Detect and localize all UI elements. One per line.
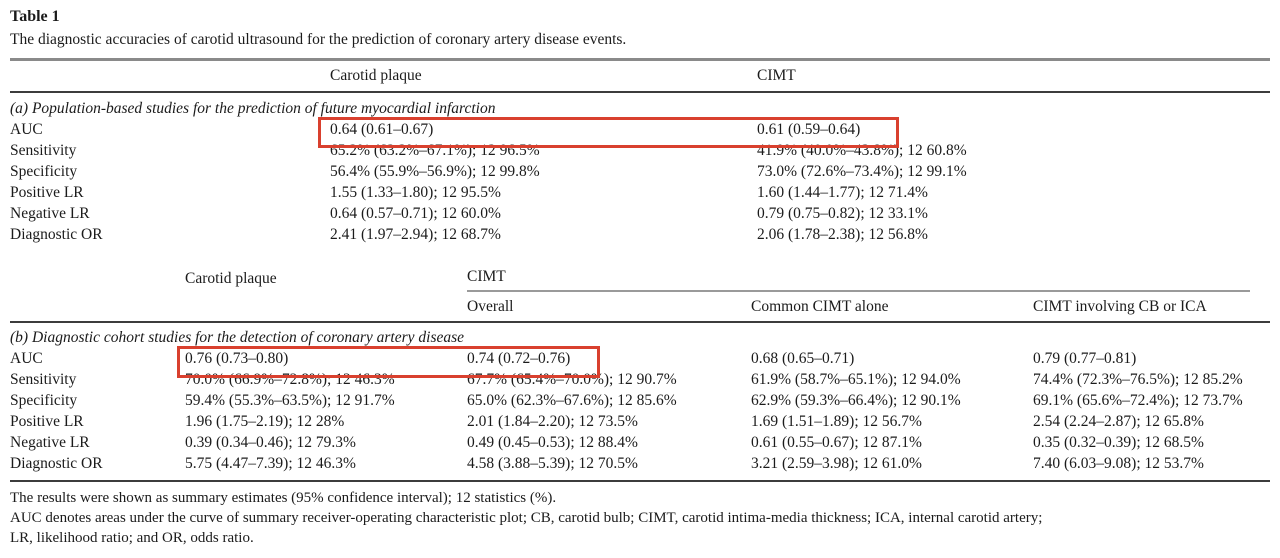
table-footnotes: The results were shown as summary estima… — [10, 488, 1270, 548]
table-cell: 0.74 (0.72–0.76) — [467, 350, 571, 367]
footnote-line: LR, likelihood ratio; and OR, odds ratio… — [10, 530, 254, 546]
table-cell: 0.64 (0.61–0.67) — [330, 121, 434, 138]
row-label: Diagnostic OR — [10, 455, 103, 472]
table-caption: The diagnostic accuracies of carotid ult… — [10, 31, 627, 48]
table-cell: 0.61 (0.59–0.64) — [757, 121, 861, 138]
sub-header-common-cimt-alone: Common CIMT alone — [751, 297, 889, 315]
sub-header-cimt-cb-or-ica: CIMT involving CB or ICA — [1033, 297, 1207, 315]
table-cell: 0.79 (0.75–0.82); 12 33.1% — [757, 205, 928, 222]
table-cell: 7.40 (6.03–9.08); 12 53.7% — [1033, 455, 1204, 472]
row-label: AUC — [10, 350, 43, 367]
table-b-body-wrap: (b) Diagnostic cohort studies for the de… — [10, 323, 1270, 482]
table-row: Sensitivity 70.0% (66.9%–72.8%); 12 46.3%… — [10, 369, 1270, 390]
table-cell: 0.35 (0.32–0.39); 12 68.5% — [1033, 434, 1204, 451]
table-a-header-row: Carotid plaque CIMT — [10, 61, 1270, 93]
table-cell: 0.39 (0.34–0.46); 12 79.3% — [185, 434, 356, 451]
table-a-body: AUC 0.64 (0.61–0.67) 0.61 (0.59–0.64) Sensi… — [10, 119, 1270, 245]
table-cell: 62.9% (59.3%–66.4%); 12 90.1% — [751, 392, 961, 409]
table-cell: 41.9% (40.0%–43.8%); 12 60.8% — [757, 142, 967, 159]
col-header-carotid-plaque: Carotid plaque — [330, 67, 422, 84]
table-cell: 67.7% (65.4%–70.0%); 12 90.7% — [467, 371, 677, 388]
table-cell: 1.96 (1.75–2.19); 12 28% — [185, 413, 345, 430]
table-cell: 0.68 (0.65–0.71) — [751, 350, 855, 367]
section-a-label: (a) Population-based studies for the pre… — [10, 100, 496, 117]
table-cell: 65.2% (63.2%–67.1%); 12 96.5% — [330, 142, 540, 159]
table-cell: 2.54 (2.24–2.87); 12 65.8% — [1033, 413, 1204, 430]
row-label: Positive LR — [10, 413, 84, 430]
table-row: Negative LR 0.39 (0.34–0.46); 12 79.3% 0.4… — [10, 432, 1270, 453]
row-label: Negative LR — [10, 434, 90, 451]
table-row: Specificity 59.4% (55.3%–63.5%); 12 91.7%… — [10, 390, 1270, 411]
table-cell: 74.4% (72.3%–76.5%); 12 85.2% — [1033, 371, 1243, 388]
table-row: Positive LR 1.96 (1.75–2.19); 12 28% 2.01 … — [10, 411, 1270, 432]
table-row: Negative LR 0.64 (0.57–0.71); 12 60.0% 0.7… — [10, 203, 1270, 224]
table-row: AUC 0.64 (0.61–0.67) 0.61 (0.59–0.64) — [10, 119, 1270, 140]
table-cell: 2.41 (1.97–2.94); 12 68.7% — [330, 226, 501, 243]
table-cell: 70.0% (66.9%–72.8%); 12 46.3% — [185, 371, 395, 388]
row-label: Diagnostic OR — [10, 226, 103, 243]
table-cell: 0.49 (0.45–0.53); 12 88.4% — [467, 434, 638, 451]
table-cell: 4.58 (3.88–5.39); 12 70.5% — [467, 455, 638, 472]
table-a: Carotid plaque CIMT (a) Population-based… — [10, 58, 1270, 245]
footnote-line: AUC denotes areas under the curve of sum… — [10, 510, 1043, 526]
row-label: Specificity — [10, 392, 78, 409]
group-header-cimt: CIMT — [467, 268, 1250, 292]
row-label: Sensitivity — [10, 371, 77, 388]
group-header-carotid-plaque: Carotid plaque — [185, 270, 277, 287]
table-b: Carotid plaque CIMT Overall Common CIMT … — [10, 267, 1270, 482]
table-cell: 1.55 (1.33–1.80); 12 95.5% — [330, 184, 501, 201]
table-row: Sensitivity 65.2% (63.2%–67.1%); 12 96.5%… — [10, 140, 1270, 161]
row-label: Positive LR — [10, 184, 84, 201]
table-cell: 61.9% (58.7%–65.1%); 12 94.0% — [751, 371, 961, 388]
table-cell: 0.76 (0.73–0.80) — [185, 350, 289, 367]
footnote-line: The results were shown as summary estima… — [10, 490, 557, 506]
table-row: Diagnostic OR 5.75 (4.47–7.39); 12 46.3% 4… — [10, 453, 1270, 474]
table-cell: 56.4% (55.9%–56.9%); 12 99.8% — [330, 163, 540, 180]
table-cell: 73.0% (72.6%–73.4%); 12 99.1% — [757, 163, 967, 180]
table-cell: 69.1% (65.6%–72.4%); 12 73.7% — [1033, 392, 1243, 409]
row-label: AUC — [10, 121, 43, 138]
table-cell: 0.64 (0.57–0.71); 12 60.0% — [330, 205, 501, 222]
col-header-cimt: CIMT — [757, 67, 796, 84]
table-cell: 3.21 (2.59–3.98); 12 61.0% — [751, 455, 922, 472]
table-cell: 1.69 (1.51–1.89); 12 56.7% — [751, 413, 922, 430]
table-cell: 0.61 (0.55–0.67); 12 87.1% — [751, 434, 922, 451]
table-b-group-header-row: Carotid plaque CIMT — [10, 267, 1270, 292]
sub-header-overall: Overall — [467, 297, 514, 315]
table-cell: 2.06 (1.78–2.38); 12 56.8% — [757, 226, 928, 243]
section-b-label: (b) Diagnostic cohort studies for the de… — [10, 329, 465, 346]
table-cell: 2.01 (1.84–2.20); 12 73.5% — [467, 413, 638, 430]
table-b-body: AUC 0.76 (0.73–0.80) 0.74 (0.72–0.76) 0.68 … — [10, 348, 1270, 474]
table-row: Diagnostic OR 2.41 (1.97–2.94); 12 68.7% 2… — [10, 224, 1270, 245]
group-header-empty — [10, 288, 185, 292]
row-label: Sensitivity — [10, 142, 77, 159]
table-cell: 5.75 (4.47–7.39); 12 46.3% — [185, 455, 356, 472]
table-cell: 59.4% (55.3%–63.5%); 12 91.7% — [185, 392, 395, 409]
row-label: Specificity — [10, 163, 78, 180]
table-cell: 1.60 (1.44–1.77); 12 71.4% — [757, 184, 928, 201]
table-row: AUC 0.76 (0.73–0.80) 0.74 (0.72–0.76) 0.68 … — [10, 348, 1270, 369]
table-row: Positive LR 1.55 (1.33–1.80); 12 95.5% 1.6… — [10, 182, 1270, 203]
row-label: Negative LR — [10, 205, 90, 222]
table-cell: 65.0% (62.3%–67.6%); 12 85.6% — [467, 392, 677, 409]
table-row: Specificity 56.4% (55.9%–56.9%); 12 99.8%… — [10, 161, 1270, 182]
table-b-sub-header-row: Overall Common CIMT alone CIMT involving… — [10, 292, 1270, 323]
table-number-title: Table 1 — [10, 8, 60, 25]
table-cell: 0.79 (0.77–0.81) — [1033, 350, 1137, 367]
